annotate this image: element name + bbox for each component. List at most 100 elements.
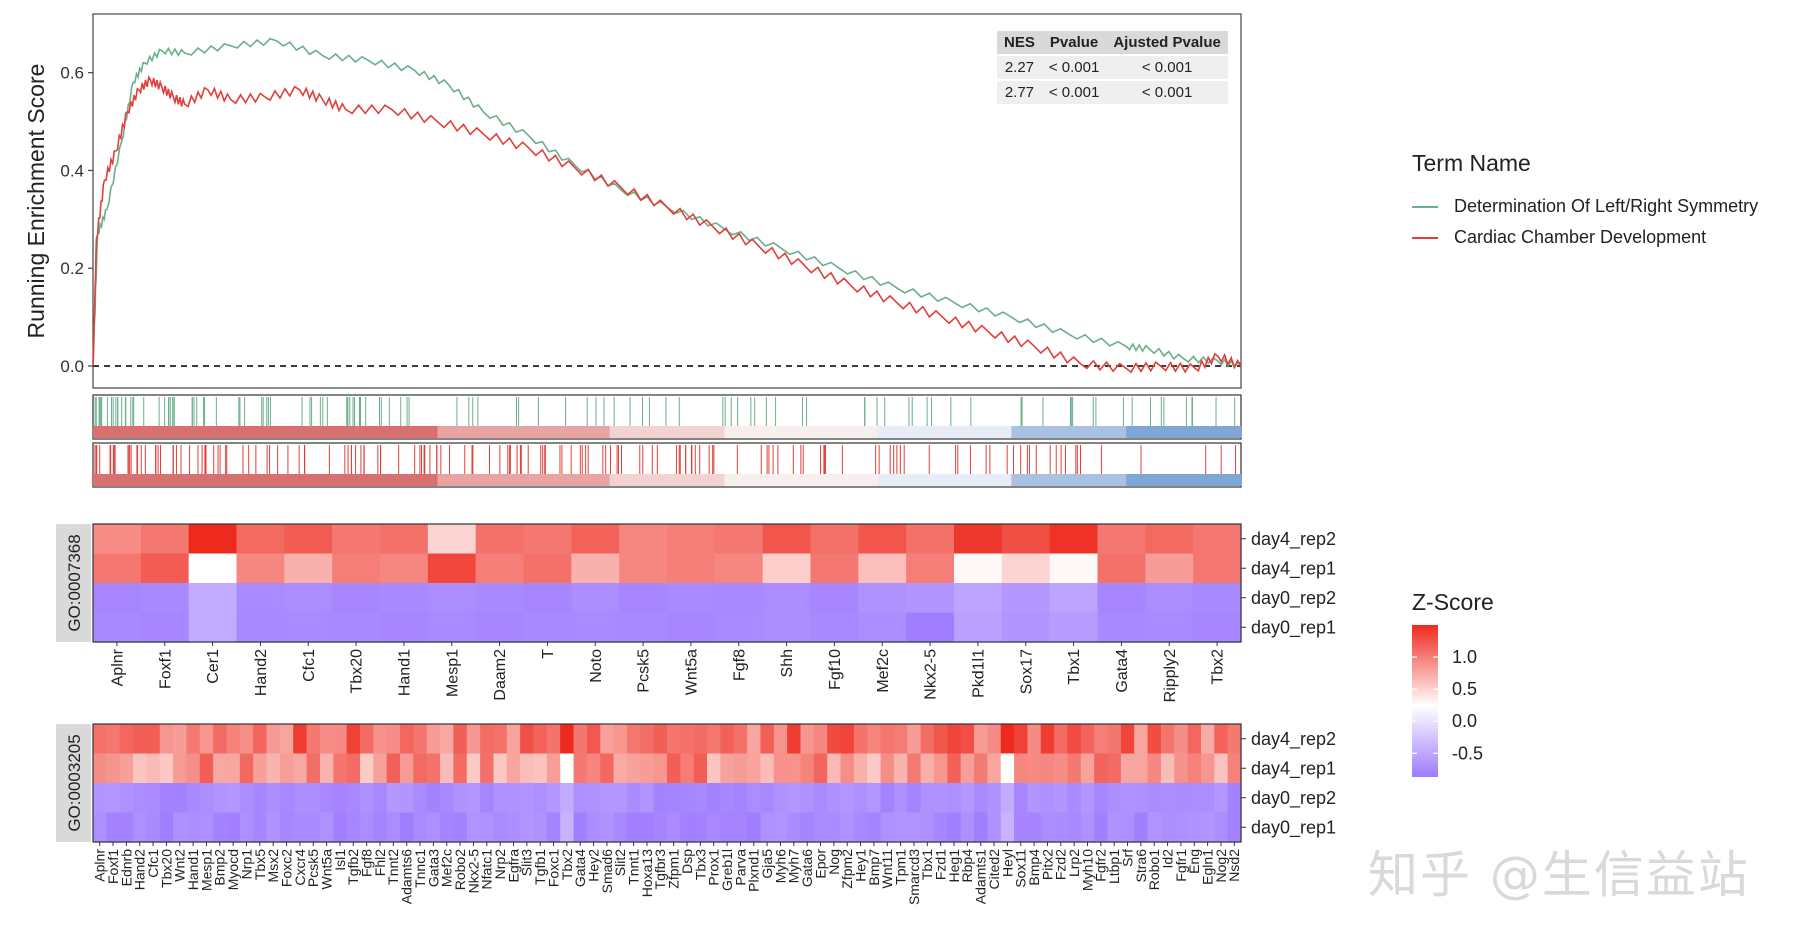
heatmap-cell (119, 783, 134, 814)
gene-label: Tbx5 (252, 849, 268, 880)
rank-band-segment (992, 426, 1013, 438)
heatmap-cell (159, 724, 174, 755)
heatmap-cell (159, 753, 174, 784)
gene-label: Stra6 (1133, 849, 1149, 883)
rank-band-segment (380, 474, 401, 486)
heatmap-cell (960, 783, 975, 814)
gene-label: Myh7 (786, 849, 802, 883)
heatmap-cell (907, 724, 922, 755)
rank-band-segment (590, 474, 611, 486)
heatmap-cell (907, 783, 922, 814)
rank-band-segment (896, 474, 917, 486)
legend-label: Determination Of Left/Right Symmetry (1454, 196, 1759, 216)
heatmap-cell (974, 753, 988, 784)
heatmap-cell (239, 724, 254, 755)
heatmap-cell (1214, 812, 1229, 843)
heatmap-cell (213, 724, 228, 755)
heatmap-cell (733, 724, 748, 755)
heatmap-cell (787, 724, 802, 755)
rug-panel-left-right-symmetry (92, 394, 1242, 440)
heatmap-cell (619, 612, 668, 643)
heatmap-cell (523, 553, 572, 584)
heatmap-cell (880, 753, 895, 784)
heatmap-cell (747, 753, 762, 784)
rank-band-segment (494, 426, 515, 438)
gene-label: Tpm1 (893, 849, 909, 885)
gene-label: Id2 (1159, 849, 1175, 869)
heatmap-cell (667, 753, 681, 784)
heatmap-cell (1000, 753, 1015, 784)
heatmap-cell (332, 612, 381, 643)
heatmap-cell (586, 812, 601, 843)
heatmap-cell (1027, 753, 1042, 784)
heatmap-cell (333, 724, 348, 755)
heatmap-cell (1187, 753, 1202, 784)
rank-band-segment (954, 426, 975, 438)
heatmap-cell (140, 553, 190, 584)
heatmap-cell (893, 753, 908, 784)
rank-band-segment (1068, 426, 1089, 438)
gene-label: Cited2 (986, 849, 1002, 890)
heatmap-cell (1067, 753, 1082, 784)
heatmap-cell (293, 812, 308, 843)
heatmap-cell (284, 553, 333, 584)
heatmap-cell (1147, 724, 1162, 755)
rank-band-segment (934, 426, 955, 438)
heatmap-cell (974, 812, 988, 843)
gene-label: Nsd2 (1226, 849, 1242, 882)
row-label: day0_rep1 (1251, 817, 1336, 838)
heatmap-cell (1097, 612, 1146, 643)
heatmap-cell (493, 812, 508, 843)
rank-band-segment (246, 474, 267, 486)
gene-label: Mesp1 (198, 849, 214, 891)
heatmap-cell (619, 583, 668, 614)
heatmap-cell (546, 724, 561, 755)
heatmap-cell (427, 583, 477, 614)
heatmap-cell (680, 753, 695, 784)
rank-band-segment (1107, 474, 1128, 486)
pvalue-value: < 0.001 (1041, 54, 1107, 80)
heatmap-cell (640, 783, 655, 814)
rank-band-segment (724, 426, 745, 438)
heatmap-cell (667, 553, 716, 584)
heatmap-cell (1000, 783, 1015, 814)
rank-band-segment (743, 474, 764, 486)
heatmap-cell (332, 583, 381, 614)
heatmap-cell (867, 724, 882, 755)
heatmap-cell (626, 812, 641, 843)
heatmap-cell (186, 724, 201, 755)
heatmap-cell (140, 612, 190, 643)
heatmap-cell (840, 783, 855, 814)
heatmap-cell (380, 583, 429, 614)
rank-band-segment (456, 426, 477, 438)
rank-band-segment (188, 426, 209, 438)
heatmap-cell (571, 524, 620, 555)
heatmap-cell (1054, 724, 1069, 755)
gene-label: Wnt5a (684, 649, 701, 695)
rank-band-segment (150, 474, 171, 486)
heatmap-cell (427, 553, 477, 584)
heatmap-cell (714, 524, 764, 555)
heatmap-cell (893, 812, 908, 843)
heatmap-cell (1097, 553, 1146, 584)
heatmap-cell (146, 783, 161, 814)
heatmap-cell (333, 812, 348, 843)
heatmap-cell (493, 724, 508, 755)
heatmap-cell (533, 812, 548, 843)
gene-label: Wnt11 (879, 849, 895, 889)
colorbar-tick-label: 1.0 (1452, 647, 1477, 667)
heatmap-cell (653, 812, 668, 843)
rank-band-segment (705, 474, 726, 486)
heatmap-cell (453, 724, 468, 755)
heatmap-cell (333, 753, 348, 784)
rank-band-segment (226, 474, 248, 486)
heatmap-cell (284, 524, 333, 555)
rank-band-segment (207, 474, 228, 486)
gene-label: Hand2 (253, 649, 270, 696)
rank-band-segment (820, 426, 841, 438)
heatmap-cell (1187, 724, 1202, 755)
heatmap-cell (133, 753, 147, 784)
heatmap-cell (693, 724, 708, 755)
gene-label: Sox11 (1013, 849, 1029, 888)
y-tick-label: 0.4 (60, 161, 84, 180)
